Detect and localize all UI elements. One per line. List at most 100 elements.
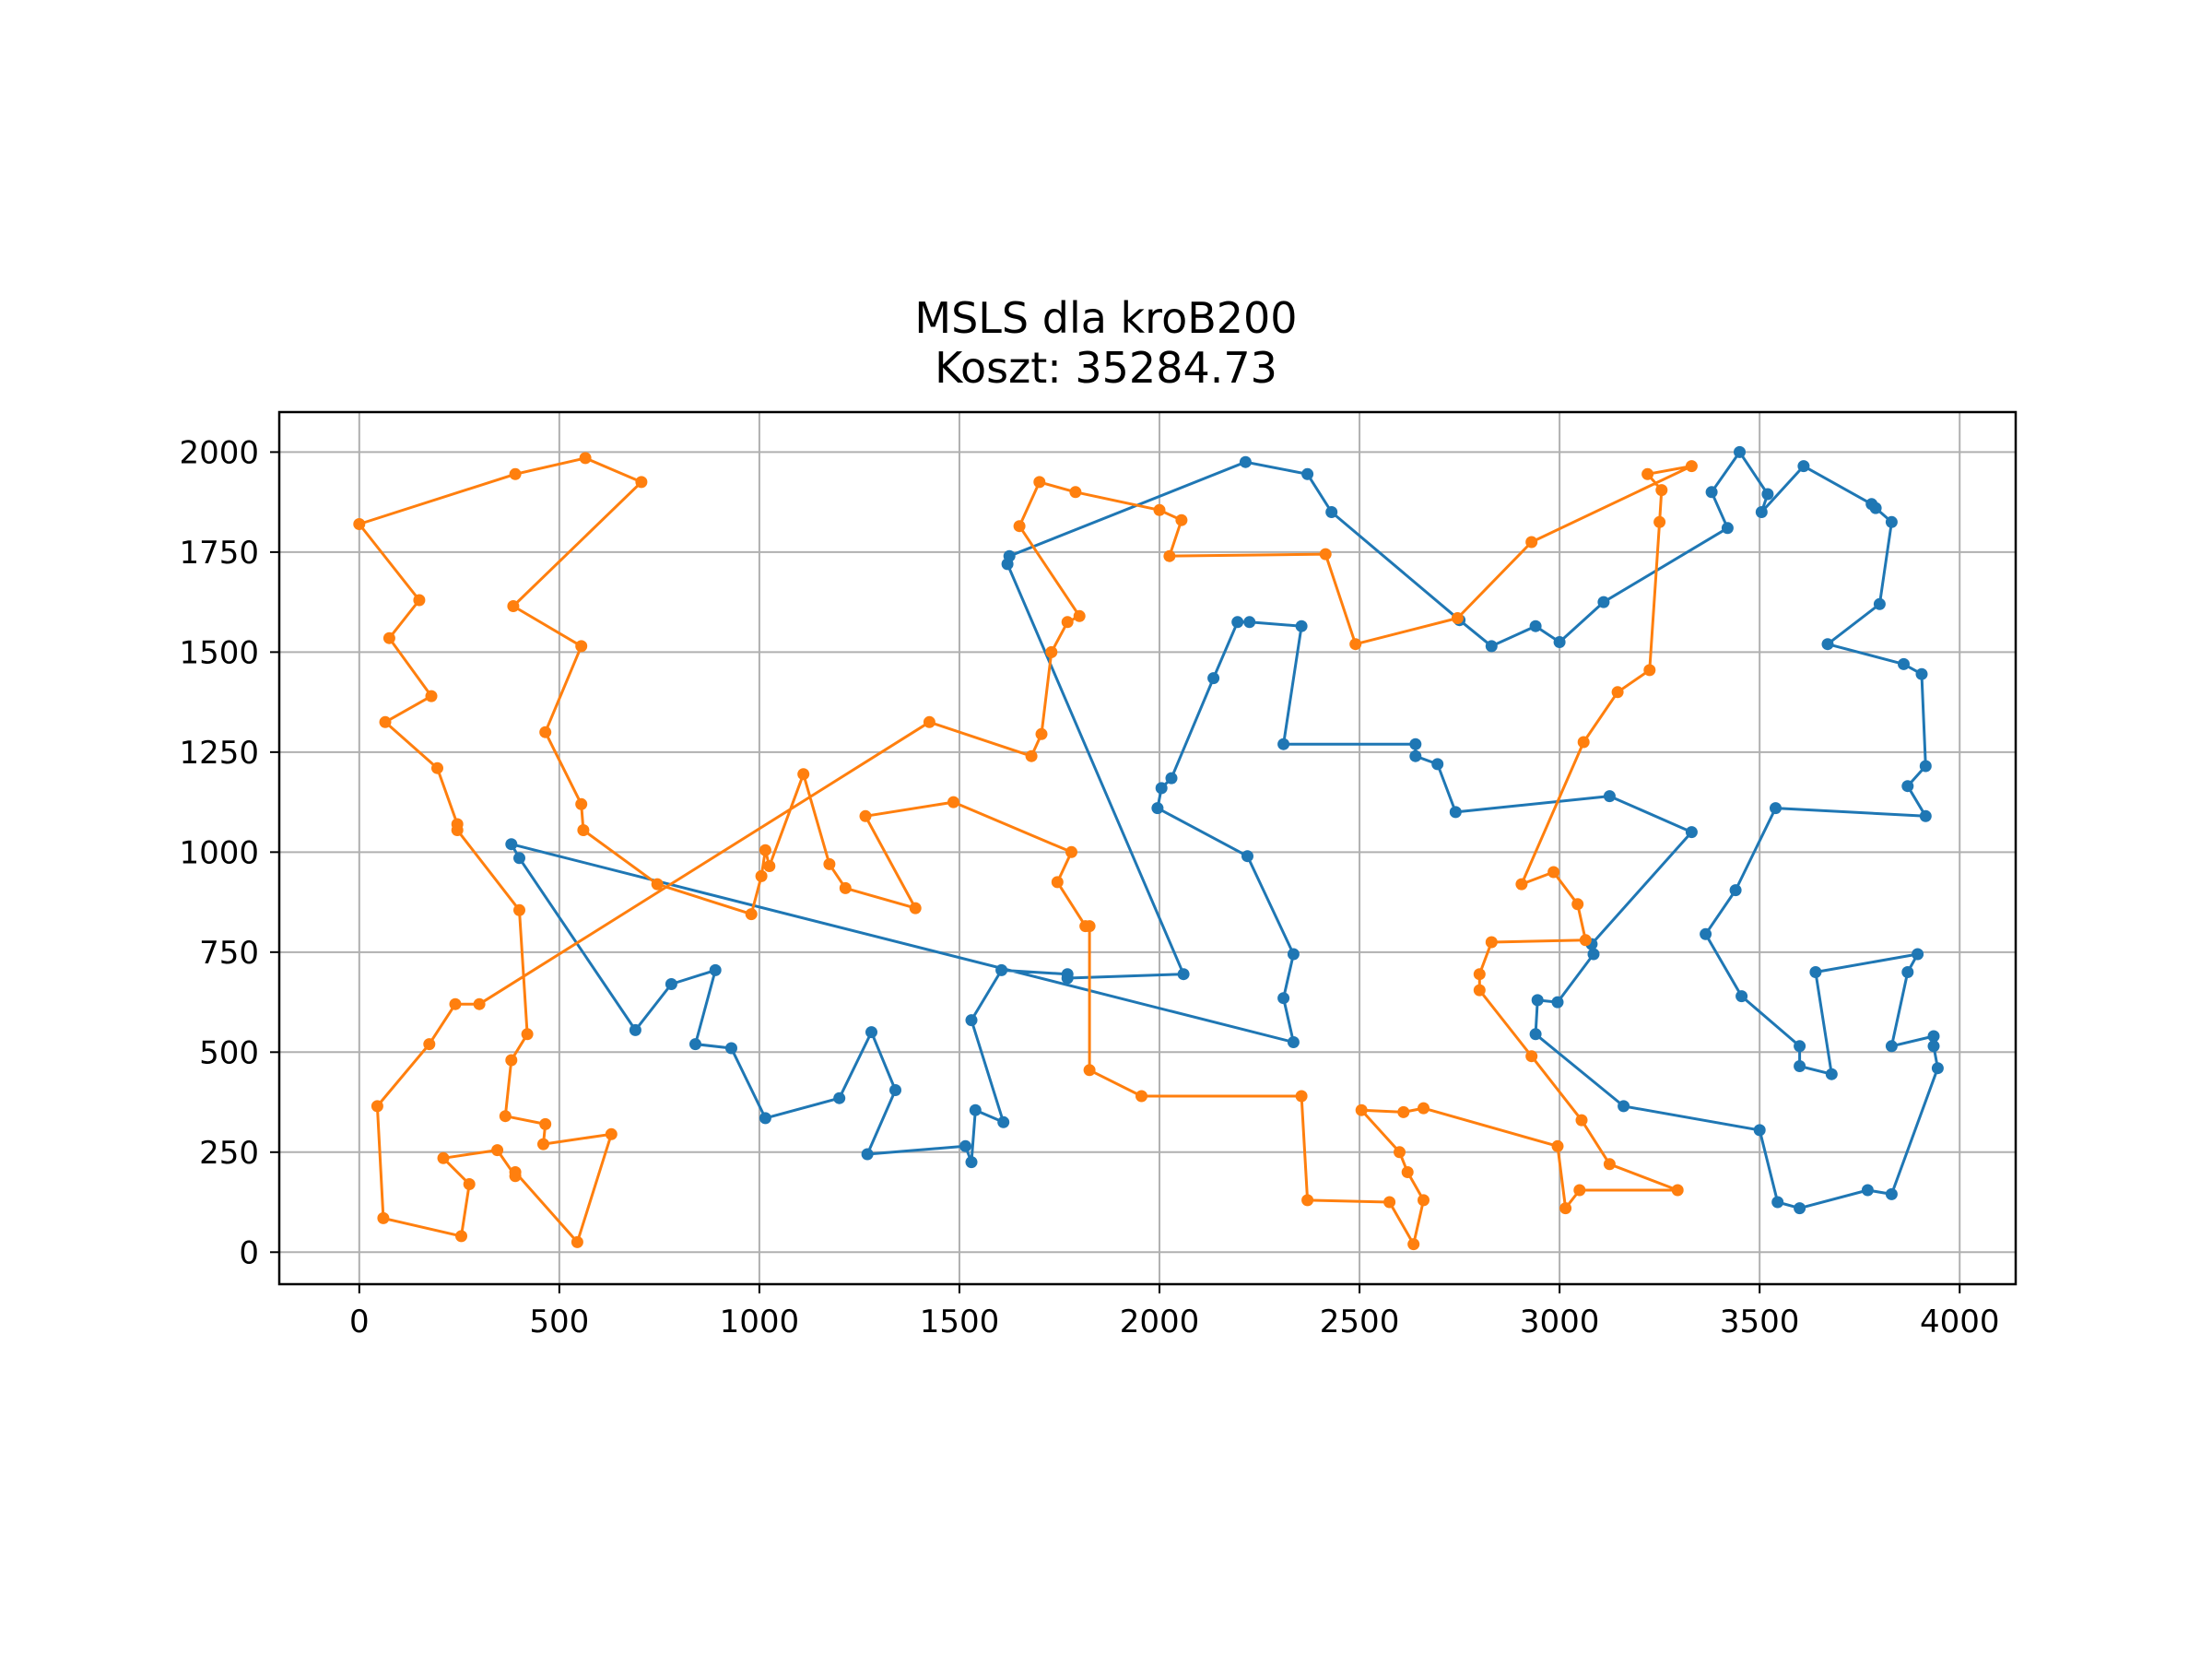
data-point bbox=[1287, 1036, 1300, 1048]
data-point bbox=[1277, 992, 1290, 1005]
x-tick-label: 500 bbox=[529, 1304, 589, 1340]
data-point bbox=[1735, 990, 1748, 1003]
data-point bbox=[1770, 802, 1782, 815]
y-tick-label: 250 bbox=[199, 1135, 259, 1172]
data-point bbox=[1473, 984, 1486, 997]
data-point bbox=[1525, 1050, 1538, 1063]
data-point bbox=[1301, 467, 1314, 480]
data-point bbox=[579, 452, 592, 465]
data-point bbox=[377, 1211, 390, 1224]
data-point bbox=[1753, 1124, 1766, 1137]
data-point bbox=[1771, 1196, 1784, 1209]
data-point bbox=[947, 796, 959, 808]
data-point bbox=[689, 1038, 701, 1051]
data-point bbox=[1241, 850, 1253, 863]
data-point bbox=[1603, 1158, 1616, 1171]
data-point bbox=[507, 600, 520, 612]
data-point bbox=[353, 518, 366, 530]
data-point bbox=[1177, 968, 1190, 981]
data-point bbox=[1418, 1102, 1430, 1115]
data-point bbox=[1301, 1194, 1314, 1207]
x-tick-label: 1000 bbox=[720, 1304, 800, 1340]
data-point bbox=[1705, 486, 1718, 499]
data-point bbox=[537, 1138, 549, 1151]
data-point bbox=[1025, 749, 1038, 762]
data-point bbox=[1931, 1062, 1944, 1075]
data-point bbox=[1755, 506, 1768, 518]
data-point bbox=[965, 1156, 978, 1169]
data-point bbox=[1163, 549, 1176, 562]
data-point bbox=[1349, 638, 1362, 651]
data-point bbox=[1295, 620, 1308, 632]
data-point bbox=[1135, 1090, 1147, 1103]
data-point bbox=[1885, 1040, 1898, 1053]
data-point bbox=[1641, 467, 1654, 480]
data-point bbox=[1611, 686, 1624, 699]
data-point bbox=[1927, 1030, 1940, 1043]
data-point bbox=[505, 1054, 518, 1067]
data-point bbox=[1065, 845, 1077, 858]
data-point bbox=[859, 809, 872, 822]
data-point bbox=[1035, 727, 1048, 740]
data-point bbox=[413, 594, 426, 607]
data-point bbox=[763, 860, 776, 872]
data-point bbox=[1915, 667, 1928, 680]
data-point bbox=[1151, 802, 1164, 815]
data-point bbox=[923, 715, 935, 728]
y-tick-label: 2000 bbox=[179, 434, 259, 471]
data-point bbox=[1515, 878, 1528, 891]
data-point bbox=[1575, 1114, 1588, 1127]
data-point bbox=[1573, 1184, 1586, 1197]
data-point bbox=[1073, 609, 1086, 622]
data-point bbox=[1394, 1146, 1406, 1159]
data-point bbox=[1912, 948, 1924, 961]
data-point bbox=[451, 818, 464, 831]
data-point bbox=[1821, 638, 1834, 651]
data-point bbox=[1061, 616, 1074, 629]
data-point bbox=[437, 1151, 450, 1164]
data-point bbox=[371, 1100, 383, 1113]
data-point bbox=[861, 1148, 874, 1161]
data-point bbox=[1885, 1187, 1898, 1200]
data-point bbox=[1153, 503, 1166, 516]
data-point bbox=[839, 881, 852, 894]
data-point bbox=[379, 715, 392, 728]
data-point bbox=[1155, 782, 1168, 795]
chart-title: MSLS dla kroB200 bbox=[914, 293, 1298, 343]
data-point bbox=[1407, 1238, 1420, 1251]
y-tick-label: 0 bbox=[239, 1234, 259, 1271]
x-tick-label: 2500 bbox=[1320, 1304, 1400, 1340]
data-point bbox=[797, 768, 810, 781]
data-point bbox=[455, 1230, 467, 1243]
data-point bbox=[1700, 927, 1712, 940]
data-point bbox=[759, 1112, 771, 1125]
data-point bbox=[1901, 780, 1914, 793]
data-point bbox=[909, 902, 922, 915]
x-tick-label: 3500 bbox=[1720, 1304, 1800, 1340]
data-point bbox=[1685, 460, 1698, 473]
y-tick-label: 1000 bbox=[179, 834, 259, 871]
series-1 bbox=[505, 445, 1944, 1215]
data-point bbox=[1587, 948, 1600, 961]
data-point bbox=[499, 1110, 512, 1123]
data-point bbox=[1547, 866, 1560, 879]
data-point bbox=[423, 1038, 436, 1051]
data-point bbox=[1175, 513, 1188, 526]
data-point bbox=[1643, 664, 1656, 677]
x-tick-label: 2000 bbox=[1120, 1304, 1200, 1340]
data-point bbox=[1207, 672, 1220, 685]
x-tick-label: 1500 bbox=[920, 1304, 1000, 1340]
data-point bbox=[1734, 445, 1746, 458]
data-point bbox=[959, 1139, 971, 1152]
x-tick-label: 0 bbox=[349, 1304, 370, 1340]
data-point bbox=[1319, 548, 1332, 561]
series-layer bbox=[353, 445, 1944, 1251]
data-point bbox=[823, 857, 836, 870]
data-point bbox=[1721, 522, 1734, 535]
data-point bbox=[1531, 994, 1544, 1007]
data-point bbox=[1927, 1040, 1940, 1053]
data-point bbox=[1898, 657, 1910, 670]
data-point bbox=[1083, 1064, 1096, 1077]
data-point bbox=[1525, 536, 1538, 549]
data-point bbox=[1485, 640, 1498, 653]
